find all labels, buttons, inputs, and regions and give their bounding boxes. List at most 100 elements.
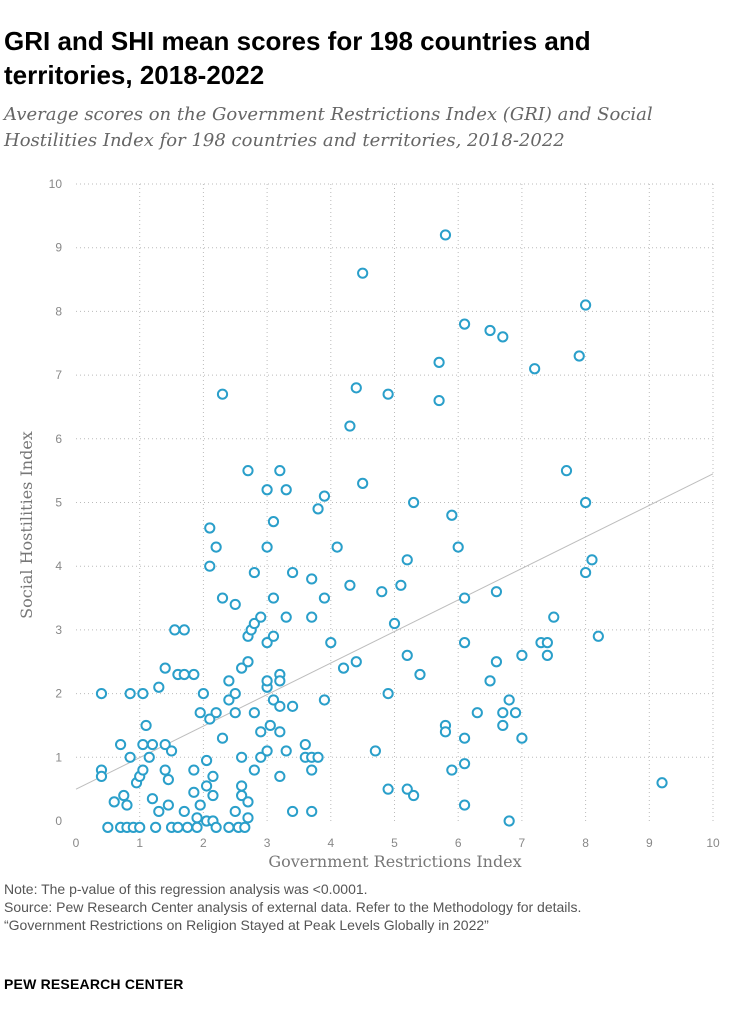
data-point (153, 805, 165, 818)
data-points (95, 229, 668, 833)
data-point (248, 707, 260, 719)
y-tick-label: 2 (55, 687, 62, 701)
data-point (191, 821, 203, 833)
y-tick-label: 9 (55, 241, 62, 255)
data-point (216, 732, 229, 744)
data-point (242, 796, 254, 808)
data-point (210, 821, 222, 833)
data-point (458, 637, 471, 649)
data-point (458, 758, 471, 770)
data-point (261, 637, 273, 649)
data-point (210, 707, 222, 719)
y-tick-label: 3 (55, 623, 62, 637)
y-tick-label: 7 (55, 368, 62, 382)
x-tick-label: 7 (519, 836, 526, 850)
data-point (188, 668, 200, 681)
data-point (318, 694, 331, 706)
data-point (274, 770, 286, 783)
data-point (592, 630, 604, 642)
data-point (121, 799, 133, 811)
data-point (137, 738, 149, 751)
data-point (344, 420, 356, 432)
x-tick-label: 3 (264, 836, 271, 850)
data-point (207, 770, 219, 783)
x-tick-label: 6 (455, 836, 462, 850)
data-point (124, 688, 136, 700)
data-point (376, 586, 388, 598)
data-point (312, 751, 324, 763)
data-point (318, 490, 331, 502)
data-point (255, 611, 267, 623)
data-point (580, 566, 592, 579)
data-point (458, 799, 471, 811)
data-point (516, 649, 528, 661)
data-point (223, 694, 235, 706)
data-point (325, 637, 337, 649)
note-text: Note: The p-value of this regression ana… (4, 881, 368, 897)
data-point (414, 668, 426, 681)
data-point (350, 656, 362, 668)
y-tick-label: 1 (55, 750, 62, 764)
y-axis-label: Social Hostilities Index (17, 431, 36, 619)
data-point (143, 751, 155, 763)
data-point (280, 745, 292, 757)
y-tick-label: 5 (55, 496, 62, 510)
data-point (357, 267, 369, 279)
data-point (503, 815, 515, 827)
data-point (229, 688, 241, 700)
data-point (242, 812, 254, 824)
data-point (118, 789, 130, 802)
data-point (188, 786, 200, 798)
data-point (401, 554, 413, 566)
data-point (357, 477, 369, 489)
data-point (471, 707, 483, 719)
data-point (204, 713, 216, 725)
data-point (299, 738, 311, 751)
chart-title: GRI and SHI mean scores for 198 countrie… (4, 26, 591, 90)
data-point (490, 586, 503, 598)
data-point (560, 465, 573, 477)
data-point (382, 688, 394, 700)
data-point (229, 707, 241, 719)
data-point (382, 388, 394, 400)
data-point (204, 522, 216, 534)
source-text: Source: Pew Research Center analysis of … (4, 899, 582, 915)
data-point (108, 796, 120, 808)
data-point (242, 465, 254, 477)
data-point (548, 611, 560, 623)
x-tick-label: 5 (391, 836, 398, 850)
data-point (248, 566, 260, 579)
data-point (541, 637, 553, 649)
data-point (350, 382, 362, 394)
data-point (306, 764, 318, 776)
data-point (286, 700, 299, 712)
regression-line (75, 473, 714, 790)
data-point (274, 700, 286, 712)
data-point (264, 719, 276, 732)
data-point (137, 764, 149, 776)
data-point (178, 668, 190, 681)
data-point (318, 592, 331, 604)
data-point (458, 318, 471, 330)
data-point (458, 732, 471, 744)
data-point (312, 503, 324, 515)
data-point (274, 675, 286, 687)
data-point (439, 229, 452, 241)
y-tick-labels: 0 1 2 3 4 5 6 7 8 9 10 (49, 177, 63, 828)
data-point (484, 675, 496, 687)
data-point (369, 745, 381, 757)
chart-notes: Note: The p-value of this regression ana… (4, 880, 704, 934)
data-point (178, 805, 190, 818)
data-point (197, 688, 209, 700)
data-point (159, 738, 171, 751)
data-point (497, 331, 509, 343)
data-point (331, 541, 343, 553)
data-point (200, 780, 213, 792)
data-point (529, 363, 541, 375)
data-point (490, 656, 503, 668)
data-point (239, 821, 251, 833)
x-tick-label: 4 (327, 836, 334, 850)
data-point (255, 726, 267, 738)
data-point (267, 630, 280, 642)
data-point (216, 388, 229, 400)
